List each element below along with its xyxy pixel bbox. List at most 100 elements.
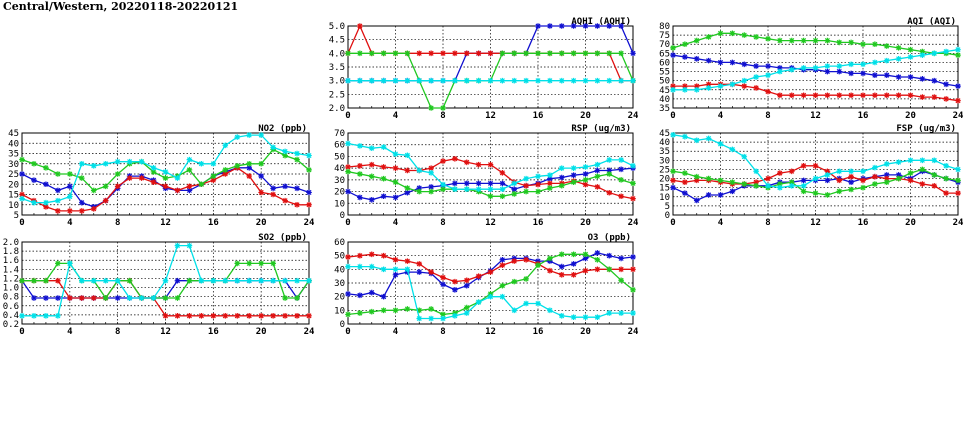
data-point-red — [78, 208, 85, 214]
data-point-green — [294, 295, 300, 301]
series-group — [345, 23, 636, 111]
data-point-cyan — [90, 277, 97, 284]
data-point-red — [511, 258, 518, 264]
data-point-blue — [558, 174, 565, 181]
y-tick-label: 60 — [659, 58, 670, 68]
data-point-blue — [606, 167, 613, 174]
data-point-red — [345, 254, 351, 260]
data-point-cyan — [547, 77, 553, 84]
data-point-red — [162, 183, 169, 190]
data-point-cyan — [907, 54, 914, 60]
y-tick-label: 15 — [8, 191, 19, 201]
data-point-red — [452, 155, 458, 162]
y-tick-label: 30 — [659, 156, 670, 166]
data-point-red — [270, 313, 276, 319]
y-tick-label: 10 — [659, 193, 670, 203]
data-point-blue — [428, 184, 434, 190]
data-point-green — [705, 34, 712, 40]
data-point-green — [547, 255, 553, 262]
data-point-red — [499, 262, 506, 269]
data-point-green — [535, 50, 541, 57]
data-point-green — [404, 50, 411, 57]
x-tick-label: 16 — [533, 218, 544, 228]
data-point-cyan — [931, 157, 938, 164]
y-tick-label: 70 — [659, 40, 670, 50]
data-point-cyan — [523, 77, 529, 84]
chart-aqhi: 2.0 2.5 3.0 3.5 4.0 4.5 5.0 0 4 8 12 16 20 24 AQHI (AQ… — [329, 17, 639, 121]
y-tick-label: 5 — [14, 211, 19, 221]
data-point-cyan — [570, 314, 577, 320]
data-point-cyan — [693, 86, 700, 93]
data-point-red — [670, 177, 676, 184]
y-tick-label: 45 — [659, 129, 670, 139]
data-point-red — [222, 171, 229, 177]
data-point-red — [440, 50, 446, 57]
data-point-red — [535, 181, 541, 188]
data-point-red — [138, 175, 145, 181]
y-tick-label: 3.5 — [329, 63, 345, 73]
data-point-red — [440, 158, 446, 164]
data-point-red — [907, 92, 914, 99]
data-point-green — [162, 295, 169, 301]
data-point-cyan — [582, 164, 589, 170]
data-point-cyan — [630, 77, 636, 84]
y-tick-label: 30 — [334, 176, 345, 186]
data-point-red — [392, 256, 399, 263]
data-point-blue — [463, 282, 470, 289]
data-point-red — [618, 193, 624, 200]
data-point-cyan — [606, 77, 613, 84]
data-point-red — [860, 92, 866, 99]
data-point-cyan — [788, 183, 795, 189]
data-point-green — [535, 262, 541, 269]
data-point-blue — [860, 70, 866, 77]
data-point-blue — [919, 76, 926, 82]
data-point-cyan — [463, 310, 470, 316]
data-point-red — [907, 177, 914, 184]
data-point-cyan — [594, 77, 601, 84]
data-point-blue — [368, 289, 375, 296]
y-tick-label: 10 — [334, 306, 345, 316]
data-point-green — [682, 41, 688, 48]
data-point-blue — [682, 190, 688, 196]
x-tick-label: 24 — [628, 327, 639, 337]
data-point-blue — [943, 81, 949, 88]
data-point-red — [955, 97, 961, 104]
data-point-cyan — [800, 65, 807, 71]
data-point-green — [126, 277, 133, 284]
chart-title: AQHI (AQHI) — [571, 17, 631, 27]
data-point-cyan — [19, 313, 25, 319]
data-point-cyan — [440, 315, 446, 322]
data-point-red — [836, 177, 843, 184]
data-point-cyan — [55, 197, 61, 204]
data-point-cyan — [174, 175, 181, 181]
x-tick-label: 24 — [304, 327, 315, 337]
data-point-green — [198, 181, 205, 188]
x-tick-label: 0 — [19, 218, 24, 228]
chart-title: RSP (ug/m3) — [571, 124, 631, 134]
data-point-green — [19, 156, 25, 163]
data-point-cyan — [872, 59, 878, 66]
data-point-cyan — [452, 313, 458, 319]
data-point-green — [558, 182, 565, 189]
data-point-green — [777, 37, 783, 44]
y-tick-label: 1.0 — [3, 284, 19, 294]
data-point-red — [848, 173, 854, 180]
x-tick-label: 4 — [393, 111, 399, 121]
data-point-green — [618, 50, 624, 57]
data-point-green — [380, 307, 387, 314]
data-point-red — [883, 175, 890, 182]
y-tick-label: 40 — [334, 265, 345, 275]
data-point-green — [895, 45, 902, 51]
data-point-green — [682, 170, 688, 176]
y-tick-label: 45 — [659, 86, 670, 96]
data-point-cyan — [535, 77, 541, 84]
data-point-green — [955, 52, 961, 58]
data-point-green — [511, 50, 518, 57]
data-point-red — [198, 313, 205, 319]
data-point-red — [475, 50, 482, 57]
data-point-blue — [558, 263, 565, 270]
data-point-blue — [55, 295, 61, 301]
data-point-cyan — [777, 68, 783, 75]
data-point-green — [693, 173, 700, 180]
data-point-green — [392, 50, 399, 57]
